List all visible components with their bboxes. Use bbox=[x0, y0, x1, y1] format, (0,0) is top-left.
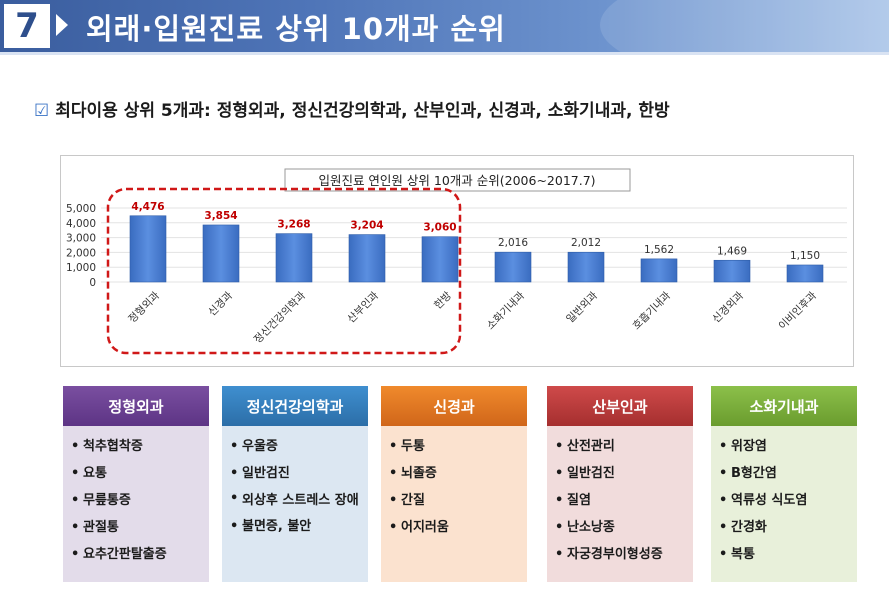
y-tick-label: 2,000 bbox=[66, 247, 96, 259]
bar bbox=[348, 234, 386, 283]
symptom-list: 우울증일반검진외상후 스트레스 장애불면증, 불안 bbox=[230, 433, 362, 540]
chart-canvas: 입원진료 연인원 상위 10개과 순위(2006~2017.7) 5,000 4,0… bbox=[66, 168, 847, 355]
category-label: 소화기내과 bbox=[484, 289, 527, 332]
symptom-list: 위장염B형간염역류성 식도염간경화복통 bbox=[719, 433, 851, 568]
section-number: 7 bbox=[4, 4, 50, 48]
bar bbox=[421, 236, 459, 283]
list-item: B형간염 bbox=[719, 460, 851, 487]
category-label: 신경외과 bbox=[710, 289, 747, 326]
symptom-list: 산전관리일반검진질염난소낭종자궁경부이형성증 bbox=[555, 433, 687, 568]
bar bbox=[275, 233, 313, 283]
list-item: 뇌졸증 bbox=[389, 460, 521, 487]
list-item: 어지러움 bbox=[389, 514, 521, 541]
category-card: 정형외과척추협착증요통무릎통증관절통요추간판탈출증 bbox=[63, 386, 209, 582]
header-banner: 7 외래·입원진료 상위 10개과 순위 bbox=[0, 0, 889, 52]
card-body: 산전관리일반검진질염난소낭종자궁경부이형성증 bbox=[547, 426, 693, 582]
list-item: 무릎통증 bbox=[71, 487, 203, 514]
bar bbox=[494, 251, 532, 283]
card-title: 신경과 bbox=[381, 386, 527, 426]
y-tick-label: 3,000 bbox=[66, 233, 96, 245]
checkbox-icon: ☑ bbox=[34, 101, 50, 121]
card-body: 위장염B형간염역류성 식도염간경화복통 bbox=[711, 426, 857, 582]
list-item: 간질 bbox=[389, 487, 521, 514]
data-label: 3,854 bbox=[204, 210, 237, 222]
data-label: 1,469 bbox=[717, 245, 747, 257]
list-item: 두통 bbox=[389, 433, 521, 460]
list-item: 일반검진 bbox=[555, 460, 687, 487]
list-item: 난소낭종 bbox=[555, 514, 687, 541]
bar-chart: 입원진료 연인원 상위 10개과 순위(2006~2017.7) 5,000 4,0… bbox=[60, 155, 854, 367]
data-label: 1,562 bbox=[644, 244, 674, 256]
category-label: 산부인과 bbox=[345, 289, 381, 325]
category-label: 정신건강의학과 bbox=[252, 289, 309, 346]
data-label: 3,268 bbox=[277, 219, 310, 231]
list-item: 우울증 bbox=[230, 433, 362, 460]
category-label: 신경과 bbox=[205, 289, 235, 319]
card-title: 소화기내과 bbox=[711, 386, 857, 426]
bar bbox=[786, 264, 824, 283]
category-label: 이비인후과 bbox=[776, 289, 819, 332]
card-body: 척추협착증요통무릎통증관절통요추간판탈출증 bbox=[63, 426, 209, 582]
list-item: 요통 bbox=[71, 460, 203, 487]
symptom-list: 척추협착증요통무릎통증관절통요추간판탈출증 bbox=[71, 433, 203, 568]
data-label: 4,476 bbox=[131, 201, 164, 213]
list-item: 관절통 bbox=[71, 514, 203, 541]
bar bbox=[202, 224, 240, 283]
list-item: 요추간판탈출증 bbox=[71, 541, 203, 568]
list-item: 간경화 bbox=[719, 514, 851, 541]
top5-highlight bbox=[106, 187, 462, 355]
chart-title: 입원진료 연인원 상위 10개과 순위(2006~2017.7) bbox=[318, 173, 595, 188]
card-title: 산부인과 bbox=[547, 386, 693, 426]
list-item: 산전관리 bbox=[555, 433, 687, 460]
y-tick-label: 0 bbox=[89, 277, 96, 289]
list-item: 불면증, 불안 bbox=[230, 513, 362, 540]
list-item: 복통 bbox=[719, 541, 851, 568]
card-title: 정신건강의학과 bbox=[222, 386, 368, 426]
header-divider bbox=[0, 52, 889, 55]
bar bbox=[640, 258, 678, 283]
y-tick-label: 1,000 bbox=[66, 262, 96, 274]
card-body: 우울증일반검진외상후 스트레스 장애불면증, 불안 bbox=[222, 426, 368, 582]
category-label: 한방 bbox=[432, 289, 454, 311]
category-card: 정신건강의학과우울증일반검진외상후 스트레스 장애불면증, 불안 bbox=[222, 386, 368, 582]
data-label: 1,150 bbox=[790, 250, 820, 262]
list-item: 일반검진 bbox=[230, 460, 362, 487]
category-label: 정형외과 bbox=[126, 289, 162, 325]
symptom-list: 두통뇌졸증간질어지러움 bbox=[389, 433, 521, 541]
data-label: 3,204 bbox=[350, 220, 383, 232]
list-item: 위장염 bbox=[719, 433, 851, 460]
category-card: 산부인과산전관리일반검진질염난소낭종자궁경부이형성증 bbox=[547, 386, 693, 582]
category-label: 일반외과 bbox=[564, 289, 601, 326]
list-item: 역류성 식도염 bbox=[719, 487, 851, 514]
chart-title-box bbox=[284, 168, 631, 192]
list-item: 질염 bbox=[555, 487, 687, 514]
list-item: 척추협착증 bbox=[71, 433, 203, 460]
category-card: 소화기내과위장염B형간염역류성 식도염간경화복통 bbox=[711, 386, 857, 582]
summary-line: ☑ 최다이용 상위 5개과: 정형외과, 정신건강의학과, 산부인과, 신경과, … bbox=[34, 96, 670, 121]
data-label: 2,016 bbox=[498, 237, 528, 249]
bar bbox=[129, 215, 167, 283]
y-tick-label: 4,000 bbox=[66, 218, 96, 230]
page-title: 외래·입원진료 상위 10개과 순위 bbox=[86, 12, 506, 46]
summary-text: 최다이용 상위 5개과: 정형외과, 정신건강의학과, 산부인과, 신경과, 소… bbox=[55, 101, 670, 121]
arrow-icon bbox=[56, 14, 68, 36]
card-body: 두통뇌졸증간질어지러움 bbox=[381, 426, 527, 582]
card-title: 정형외과 bbox=[63, 386, 209, 426]
bar bbox=[567, 251, 605, 283]
data-label: 2,012 bbox=[571, 237, 601, 249]
list-item: 자궁경부이형성증 bbox=[555, 541, 687, 568]
y-tick-label: 5,000 bbox=[66, 203, 96, 215]
bar bbox=[713, 259, 751, 283]
category-label: 호흡기내과 bbox=[630, 289, 674, 333]
banner-decoration bbox=[600, 0, 889, 52]
category-card: 신경과두통뇌졸증간질어지러움 bbox=[381, 386, 527, 582]
data-label: 3,060 bbox=[423, 222, 456, 234]
list-item: 외상후 스트레스 장애 bbox=[230, 487, 362, 513]
